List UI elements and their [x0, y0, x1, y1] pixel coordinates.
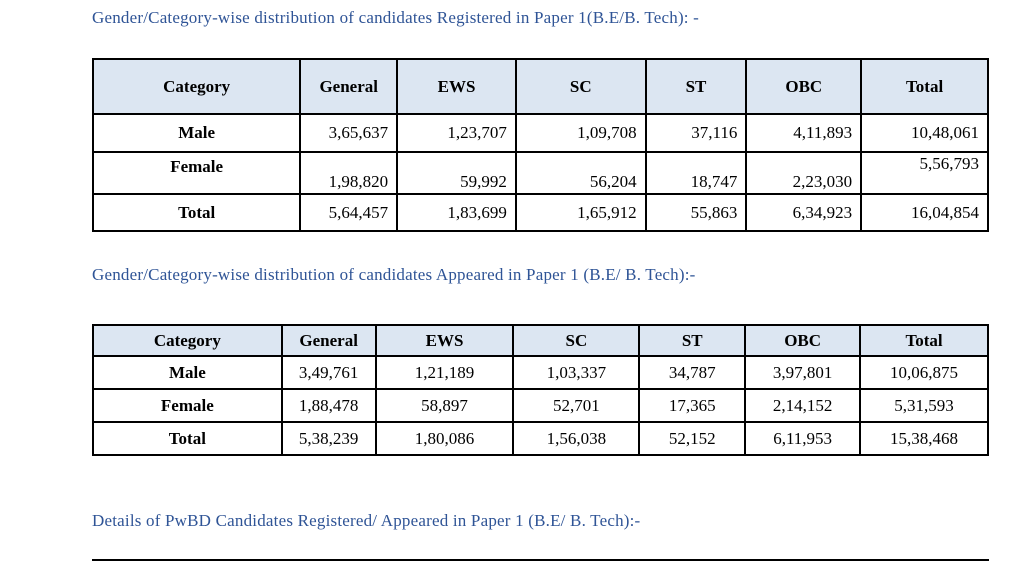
value-cell: 1,65,912: [514, 193, 647, 232]
table-row-total: Total 5,38,239 1,80,086 1,56,038 52,152 …: [92, 421, 989, 456]
heading-registered: Gender/Category-wise distribution of can…: [92, 8, 700, 27]
column-header-total: Total: [860, 58, 989, 115]
value-cell: 4,11,893: [745, 113, 863, 153]
value-cell: 17,365: [638, 388, 747, 423]
heading-appeared: Gender/Category-wise distribution of can…: [92, 265, 696, 284]
value-cell: 52,701: [512, 388, 641, 423]
table-row-male: Male 3,65,637 1,23,707 1,09,708 37,116 4…: [91, 113, 989, 153]
column-header-obc: OBC: [745, 58, 863, 115]
heading-pwbd: Details of PwBD Candidates Registered/ A…: [92, 511, 641, 530]
value-cell: 5,31,593: [859, 388, 989, 423]
value-cell: 1,03,337: [512, 355, 641, 390]
table-row-female: Female 1,88,478 58,897 52,701 17,365 2,1…: [92, 388, 989, 423]
value-cell: 56,204: [514, 151, 647, 195]
table-header-row: Category General EWS SC ST OBC Total: [91, 58, 989, 115]
value-cell: 6,34,923: [745, 193, 863, 232]
row-label-cell: Female: [92, 388, 283, 423]
table-header-row: Category General EWS SC ST OBC Total: [92, 324, 989, 357]
value-cell: 5,56,793: [860, 151, 989, 195]
row-label-cell: Female: [91, 151, 302, 195]
value-cell: 1,98,820: [299, 151, 399, 195]
value-cell: 58,897: [374, 388, 515, 423]
column-header-sc: SC: [512, 324, 641, 357]
registered-table: Category General EWS SC ST OBC Total Mal…: [91, 58, 989, 232]
value-cell: 2,14,152: [744, 388, 862, 423]
value-cell: 1,88,478: [280, 388, 377, 423]
horizontal-rule: [92, 559, 989, 561]
value-cell: 52,152: [638, 421, 747, 456]
appeared-table: Category General EWS SC ST OBC Total Mal…: [92, 324, 989, 456]
value-cell: 10,48,061: [860, 113, 989, 153]
column-header-general: General: [280, 324, 377, 357]
row-label-cell: Male: [91, 113, 302, 153]
value-cell: 1,09,708: [514, 113, 647, 153]
column-header-ews: EWS: [374, 324, 515, 357]
value-cell: 3,97,801: [744, 355, 862, 390]
value-cell: 59,992: [396, 151, 517, 195]
column-header-obc: OBC: [744, 324, 862, 357]
column-header-sc: SC: [514, 58, 647, 115]
column-header-st: ST: [638, 324, 747, 357]
column-header-st: ST: [644, 58, 748, 115]
value-cell: 3,49,761: [280, 355, 377, 390]
column-header-total: Total: [859, 324, 989, 357]
value-cell: 1,23,707: [396, 113, 517, 153]
value-cell: 1,56,038: [512, 421, 641, 456]
table-row-total: Total 5,64,457 1,83,699 1,65,912 55,863 …: [91, 193, 989, 232]
column-header-category: Category: [91, 58, 302, 115]
value-cell: 5,64,457: [299, 193, 399, 232]
value-cell: 2,23,030: [745, 151, 863, 195]
value-cell: 15,38,468: [859, 421, 989, 456]
value-cell: 55,863: [644, 193, 748, 232]
value-cell: 6,11,953: [744, 421, 862, 456]
row-label-cell: Male: [92, 355, 283, 390]
value-cell: 1,21,189: [374, 355, 515, 390]
row-label-cell: Total: [92, 421, 283, 456]
value-cell: 18,747: [644, 151, 748, 195]
value-cell: 37,116: [644, 113, 748, 153]
column-header-general: General: [299, 58, 399, 115]
column-header-category: Category: [92, 324, 283, 357]
value-cell: 1,83,699: [396, 193, 517, 232]
value-cell: 10,06,875: [859, 355, 989, 390]
value-cell: 1,80,086: [374, 421, 515, 456]
value-cell: 3,65,637: [299, 113, 399, 153]
column-header-ews: EWS: [396, 58, 517, 115]
value-cell: 5,38,239: [280, 421, 377, 456]
table-row-male: Male 3,49,761 1,21,189 1,03,337 34,787 3…: [92, 355, 989, 390]
value-cell: 16,04,854: [860, 193, 989, 232]
table-row-female: Female 1,98,820 59,992 56,204 18,747 2,2…: [91, 151, 989, 195]
value-cell: 34,787: [638, 355, 747, 390]
row-label-cell: Total: [91, 193, 302, 232]
